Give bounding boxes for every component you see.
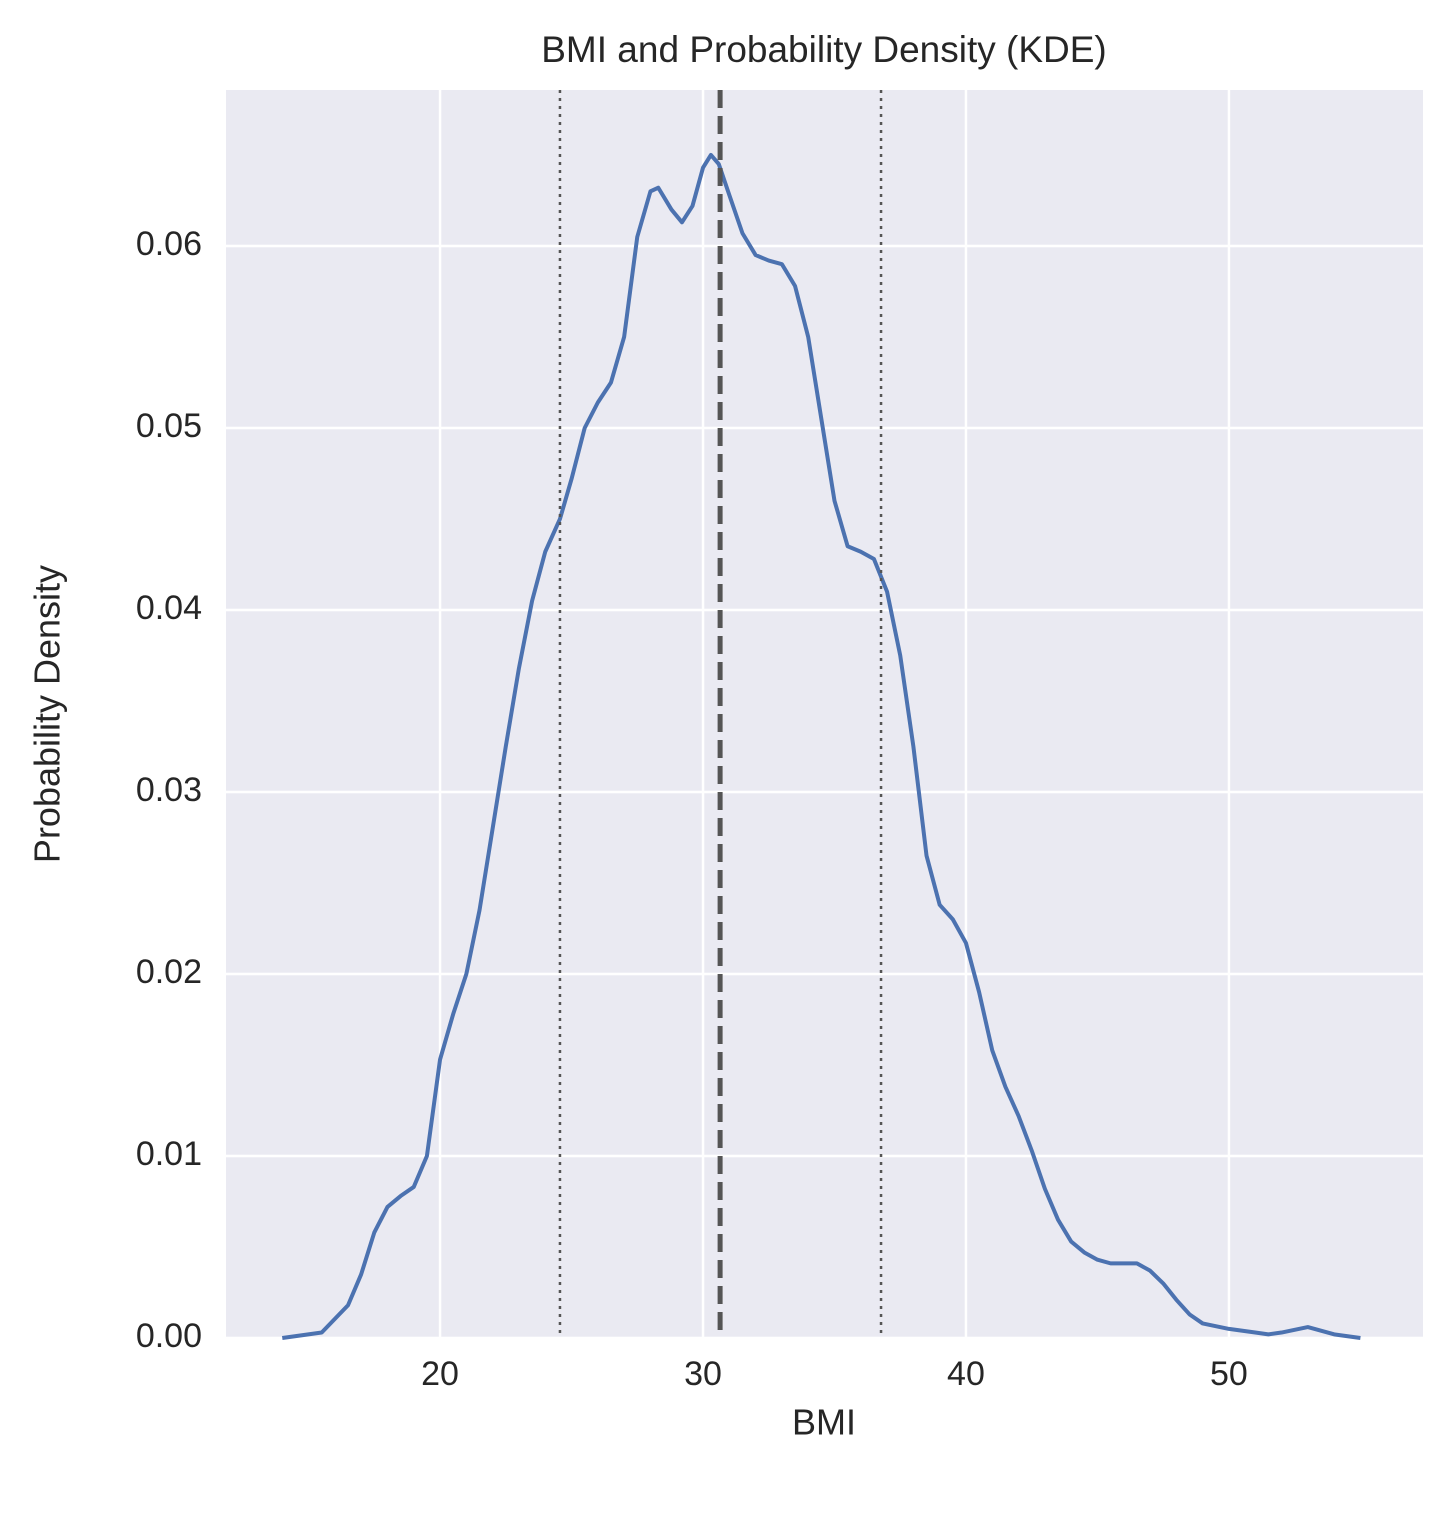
y-tick-label: 0.03 xyxy=(136,771,202,809)
kde-line xyxy=(281,152,1361,1340)
y-tick-label: 0.05 xyxy=(136,407,202,445)
y-tick-label: 0.01 xyxy=(136,1135,202,1173)
x-tick-label: 40 xyxy=(947,1355,985,1393)
x-tick-label: 20 xyxy=(421,1355,459,1393)
y-tick-label: 0.06 xyxy=(136,225,202,263)
x-axis-label: BMI xyxy=(792,1402,856,1443)
plot-area xyxy=(226,90,1423,1338)
x-tick-label: 30 xyxy=(684,1355,722,1393)
marks xyxy=(281,90,1361,1340)
y-axis-label: Probability Density xyxy=(27,565,68,863)
y-tick-label: 0.02 xyxy=(136,953,202,991)
x-tick-label: 50 xyxy=(1210,1355,1248,1393)
y-tick-label: 0.04 xyxy=(136,589,202,627)
chart-title: BMI and Probability Density (KDE) xyxy=(541,29,1106,70)
y-tick-label: 0.00 xyxy=(136,1317,202,1355)
